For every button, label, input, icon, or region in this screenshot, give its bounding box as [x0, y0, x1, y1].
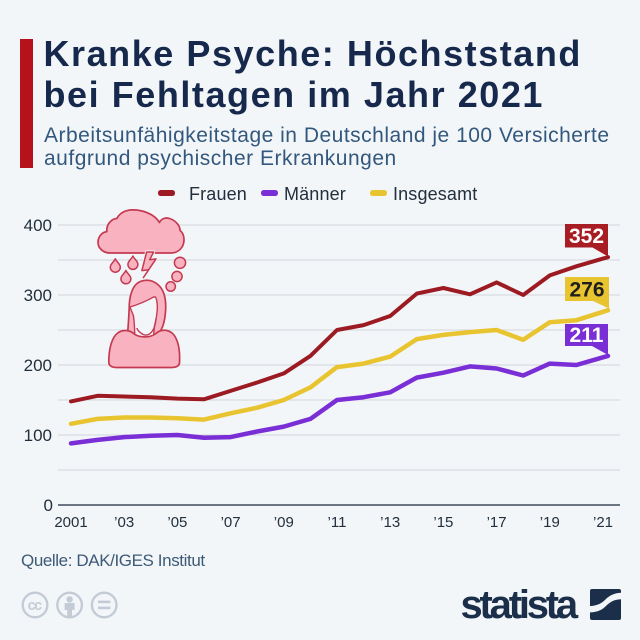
svg-text:300: 300	[24, 286, 52, 305]
svg-text:0: 0	[44, 496, 53, 515]
svg-text:’11: ’11	[328, 514, 347, 531]
svg-text:’03: ’03	[114, 514, 134, 531]
svg-text:276: 276	[569, 279, 604, 302]
svg-text:’17: ’17	[487, 514, 507, 531]
svg-text:’09: ’09	[274, 514, 294, 531]
svg-text:’19: ’19	[540, 514, 560, 531]
svg-text:’15: ’15	[433, 514, 453, 531]
svg-text:’13: ’13	[380, 514, 400, 531]
svg-text:’07: ’07	[221, 514, 241, 531]
svg-text:100: 100	[24, 426, 52, 445]
svg-text:cc: cc	[28, 598, 43, 614]
svg-text:211: 211	[570, 324, 604, 347]
svg-text:2001: 2001	[54, 514, 87, 531]
svg-text:200: 200	[24, 356, 52, 375]
svg-text:’05: ’05	[167, 514, 187, 531]
svg-text:’21: ’21	[593, 514, 613, 531]
svg-text:400: 400	[24, 216, 52, 235]
svg-text:352: 352	[569, 225, 604, 248]
